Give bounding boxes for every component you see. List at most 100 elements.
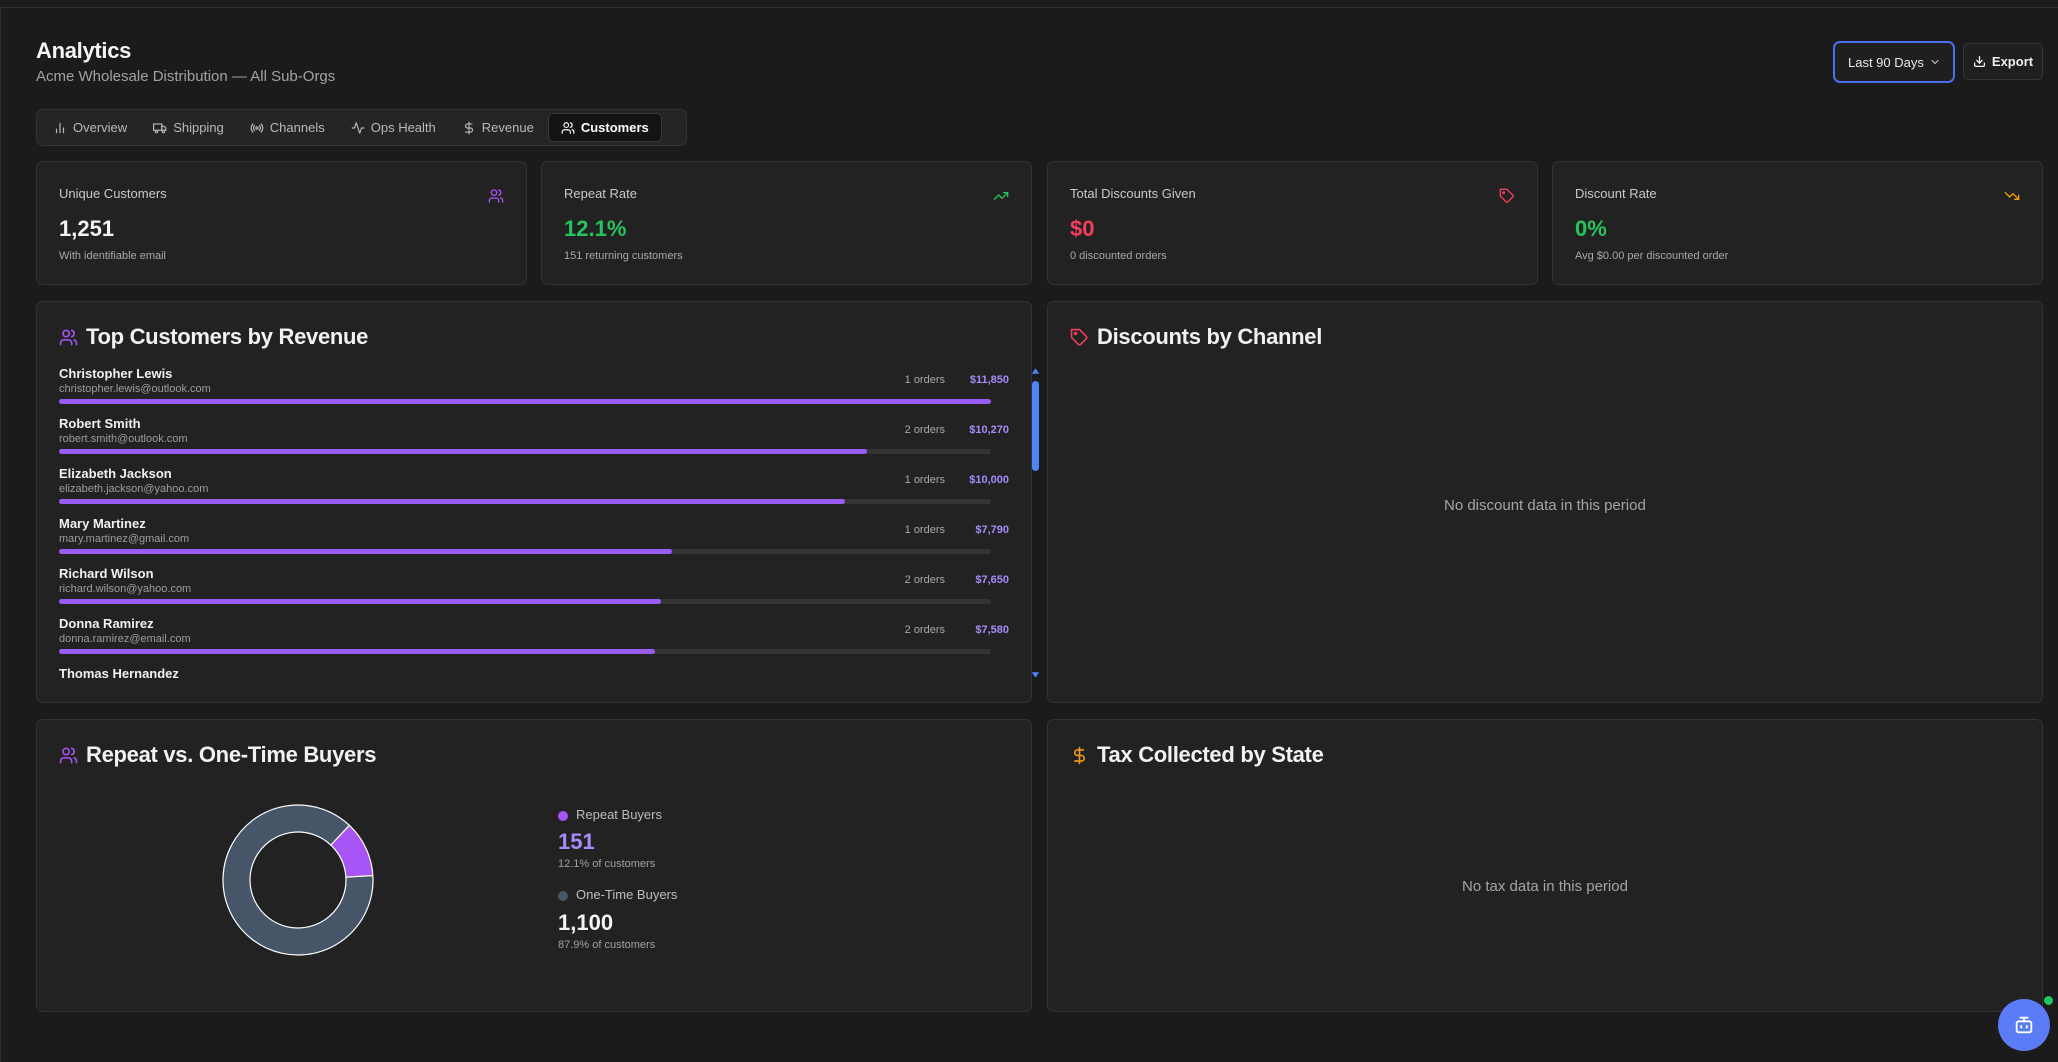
- stat-label: Total Discounts Given: [1070, 186, 1196, 201]
- tab-ops-health[interactable]: Ops Health: [339, 113, 448, 142]
- customer-orders: 1 orders: [904, 524, 945, 536]
- customer-email: robert.smith@outlook.com: [59, 433, 188, 445]
- top-customers-panel: Top Customers by Revenue Christopher Lew…: [36, 301, 1040, 703]
- assistant-bot-button[interactable]: [1998, 999, 2050, 1051]
- customer-row: Richard Wilson richard.wilson@yahoo.com 2 …: [59, 566, 1009, 616]
- legend-dot: [558, 890, 568, 901]
- bot-icon: [2015, 1016, 2033, 1034]
- revenue-bar-track: [59, 499, 991, 504]
- tab-overview[interactable]: Overview: [41, 113, 139, 142]
- revenue-bar-track: [59, 549, 991, 554]
- stat-label: Discount Rate: [1575, 186, 1657, 201]
- tab-channels[interactable]: Channels: [238, 113, 337, 142]
- empty-state-text: No tax data in this period: [1462, 878, 1628, 895]
- users-icon: [59, 329, 78, 345]
- customer-orders: 2 orders: [904, 574, 945, 586]
- customer-list[interactable]: Christopher Lewis christopher.lewis@outlo…: [59, 366, 1009, 678]
- stat-value: 0%: [1575, 216, 1607, 241]
- export-label: Export: [1991, 54, 2034, 69]
- customer-row: Mary Martinez mary.martinez@gmail.com 1 or…: [59, 516, 1009, 566]
- panel-title-text: Repeat vs. One-Time Buyers: [86, 742, 377, 767]
- stat-sub: Avg $0.00 per discounted order: [1575, 250, 1729, 262]
- page-title: Analytics: [36, 38, 132, 63]
- page-subtitle: Acme Wholesale Distribution — All Sub-Or…: [36, 68, 336, 85]
- revenue-bar-track: [59, 599, 991, 604]
- revenue-bar-fill: [59, 449, 867, 454]
- customer-revenue: $7,790: [975, 524, 1009, 536]
- stat-sub: With identifiable email: [59, 250, 166, 262]
- scroll-down-icon[interactable]: [1031, 671, 1040, 679]
- panel-title: Repeat vs. One-Time Buyers: [59, 742, 376, 768]
- legend-repeat-label: Repeat Buyers: [558, 807, 662, 822]
- stat-value: 1,251: [59, 216, 115, 241]
- tab-label: Channels: [269, 120, 325, 135]
- trending-up-icon: [993, 192, 1009, 200]
- legend-one-time-value: 1,100: [558, 910, 614, 935]
- customer-revenue: $7,580: [975, 624, 1009, 636]
- tab-shipping[interactable]: Shipping: [141, 113, 236, 142]
- legend-label-text: Repeat Buyers: [576, 807, 662, 822]
- revenue-bar-fill: [59, 599, 661, 604]
- customer-name: Donna Ramirez: [59, 616, 154, 631]
- customer-name: Elizabeth Jackson: [59, 466, 172, 481]
- stat-card-total-discounts: Total Discounts Given $0 0 discounted or…: [1047, 161, 1538, 285]
- legend-repeat-value: 151: [558, 829, 595, 854]
- export-button[interactable]: Export: [1963, 43, 2043, 80]
- customer-email: richard.wilson@yahoo.com: [59, 583, 192, 595]
- tag-icon: [1499, 188, 1514, 203]
- users-icon: [488, 189, 504, 203]
- stat-sub: 151 returning customers: [564, 250, 683, 262]
- customer-email: elizabeth.jackson@yahoo.com: [59, 483, 209, 495]
- empty-state-text: No discount data in this period: [1444, 497, 1646, 514]
- chevron-down-icon: [1931, 60, 1939, 65]
- tab-label: Overview: [73, 120, 128, 135]
- customer-orders: 2 orders: [904, 624, 945, 636]
- tab-revenue[interactable]: Revenue: [450, 113, 546, 142]
- revenue-bar-fill: [59, 649, 656, 654]
- dollar-icon: [1073, 746, 1085, 764]
- tab-customers[interactable]: Customers: [547, 113, 662, 142]
- customer-orders: 1 orders: [904, 474, 945, 486]
- users-icon: [59, 747, 78, 763]
- bar-chart-icon: [55, 122, 65, 133]
- customer-orders: 1 orders: [904, 374, 945, 386]
- trending-down-icon: [2004, 192, 2020, 200]
- donut-slice-one-time[interactable]: [222, 804, 374, 956]
- tab-label: Customers: [580, 120, 649, 135]
- discounts-by-channel-panel: Discounts by Channel No discount data in…: [1047, 301, 2043, 703]
- tab-label: Shipping: [173, 120, 224, 135]
- customer-row: Robert Smith robert.smith@outlook.com 2 or…: [59, 416, 1009, 466]
- customer-email: mary.martinez@gmail.com: [59, 533, 190, 545]
- customer-name: Richard Wilson: [59, 566, 154, 581]
- scroll-up-icon[interactable]: [1031, 367, 1040, 375]
- stat-value: $0: [1070, 216, 1095, 241]
- stat-value: 12.1%: [564, 216, 627, 241]
- panel-title-text: Discounts by Channel: [1097, 324, 1323, 349]
- customer-revenue: $10,000: [969, 474, 1009, 486]
- customer-revenue: $11,850: [969, 374, 1009, 386]
- scrollbar-thumb[interactable]: [1032, 381, 1039, 471]
- panel-title: Tax Collected by State: [1070, 742, 1324, 768]
- legend-one-time-label: One-Time Buyers: [558, 887, 677, 902]
- tax-by-state-panel: Tax Collected by State No tax data in th…: [1047, 719, 2043, 1012]
- truck-icon: [153, 122, 167, 133]
- customer-email: christopher.lewis@outlook.com: [59, 383, 211, 395]
- revenue-bar-track: [59, 449, 991, 454]
- customer-name: Robert Smith: [59, 416, 141, 431]
- customer-revenue: $7,650: [975, 574, 1009, 586]
- app-frame: [0, 7, 2058, 1062]
- panel-title-text: Tax Collected by State: [1097, 742, 1324, 767]
- users-icon: [561, 121, 575, 134]
- customer-row: Thomas Hernandez: [59, 666, 1009, 678]
- dollar-icon: [464, 121, 473, 134]
- legend-dot: [558, 810, 568, 821]
- stat-card-repeat-rate: Repeat Rate 12.1% 151 returning customer…: [541, 161, 1032, 285]
- scrollbar[interactable]: [1030, 367, 1041, 679]
- revenue-bar-fill: [59, 549, 672, 554]
- date-range-label: Last 90 Days: [1848, 54, 1924, 70]
- tag-icon: [1070, 328, 1088, 346]
- customer-email: donna.ramirez@email.com: [59, 633, 191, 645]
- stat-card-unique-customers: Unique Customers 1,251 With identifiable…: [36, 161, 527, 285]
- date-range-select[interactable]: Last 90 Days: [1833, 41, 1955, 83]
- tab-label: Ops Health: [370, 120, 436, 135]
